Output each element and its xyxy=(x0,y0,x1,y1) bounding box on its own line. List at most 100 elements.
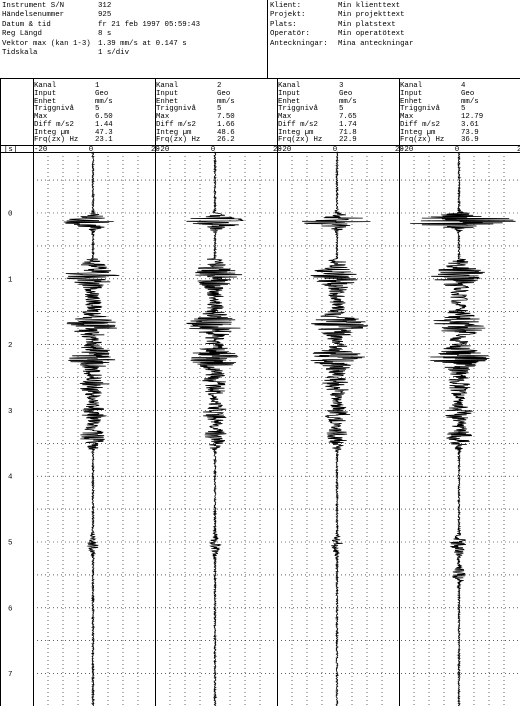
header-value: fr 21 feb 1997 05:59:43 xyxy=(98,20,201,29)
time-tick-label: 3 xyxy=(8,408,12,416)
channel-info-label: Integ µm xyxy=(156,128,192,137)
channel-info-value: 71.8 xyxy=(339,128,357,137)
channel-info-value: 5 xyxy=(339,105,344,114)
channel-info-label: Input xyxy=(400,89,423,98)
channel-info-value: Geo xyxy=(217,89,231,98)
amplitude-tick-label: 20 xyxy=(151,146,160,154)
amplitude-tick-label: 0 xyxy=(211,146,215,154)
channel-info-label: Kanal xyxy=(278,82,301,90)
channel-info-value: 1.44 xyxy=(95,120,113,129)
channel-info-label: Max xyxy=(156,113,170,121)
header-value: 1.39 mm/s at 0.147 s xyxy=(98,39,187,48)
channel-info-value: 2 xyxy=(217,82,222,90)
channel-info-value: 6.50 xyxy=(95,113,113,121)
header-value: 1 s/div xyxy=(98,49,130,57)
header-label: Datum & tid xyxy=(2,20,51,29)
waveform-channel-3 xyxy=(302,151,371,706)
channel-info-value: 3.61 xyxy=(461,120,479,129)
channel-info-label: Enhet xyxy=(156,97,179,106)
channel-info-value: 5 xyxy=(217,105,222,114)
channel-info-label: Diff m/s2 xyxy=(400,120,440,129)
channel-info-value: 7.50 xyxy=(217,113,235,121)
header-label: Vektor max (kan 1-3) xyxy=(2,39,91,48)
time-axis-unit-label: [s] xyxy=(4,146,17,154)
channel-info-value: 23.1 xyxy=(95,136,113,145)
channel-info-value: 73.9 xyxy=(461,128,479,137)
channel-info-label: Kanal xyxy=(400,82,423,90)
channel-info-label: Kanal xyxy=(34,82,57,90)
channel-info-value: 1 xyxy=(95,82,100,90)
channel-info-label: Max xyxy=(278,113,292,121)
amplitude-tick-label: -20 xyxy=(34,146,47,154)
channel-info-label: Enhet xyxy=(278,97,301,106)
channel-info-label: Max xyxy=(34,113,48,121)
time-tick-label: 6 xyxy=(8,605,12,613)
header-value: Min klienttext xyxy=(338,2,401,10)
channel-info-label: Integ µm xyxy=(278,128,314,137)
channel-info-label: Triggnivå xyxy=(400,105,440,114)
header-value: 312 xyxy=(98,2,112,10)
channel-info-value: 4 xyxy=(461,82,466,90)
header-label: Projekt: xyxy=(270,11,306,20)
channel-info-value: 36.9 xyxy=(461,136,479,145)
report-header: Instrument S/N 312 Händelsenummer 925 Datum … xyxy=(0,0,520,79)
channel-info-value: mm/s xyxy=(339,97,357,106)
amplitude-tick-label: 20 xyxy=(273,146,282,154)
amplitude-tick-label: 0 xyxy=(89,146,93,154)
header-label: Operatör: xyxy=(270,30,310,39)
time-tick-label: 4 xyxy=(8,474,13,482)
header-label: Anteckningar: xyxy=(270,39,328,48)
channel-info-label: Triggnivå xyxy=(156,105,196,114)
channel-info-label: Triggnivå xyxy=(278,105,318,114)
header-value: Min platstext xyxy=(338,20,396,29)
channel-info-label: Diff m/s2 xyxy=(34,120,74,129)
amplitude-tick-label: -20 xyxy=(400,146,413,154)
channel-info-label: Kanal xyxy=(156,82,179,90)
header-value: Min projekttext xyxy=(338,11,405,20)
channel-info-label: Input xyxy=(278,89,301,98)
channel-info-label: Input xyxy=(156,89,179,98)
channel-info-value: 5 xyxy=(95,105,100,114)
header-label: Plats: xyxy=(270,20,297,29)
header-value: 925 xyxy=(98,11,112,20)
channel-info-label: Frq(zx) Hz xyxy=(400,136,445,145)
channel-info-value: 1.66 xyxy=(217,120,235,129)
header-label: Reg Längd xyxy=(2,30,42,39)
channel-info-label: Diff m/s2 xyxy=(156,120,196,129)
amplitude-tick-label: 20 xyxy=(395,146,404,154)
amplitude-tick-label: -20 xyxy=(278,146,291,154)
channel-info-label: Enhet xyxy=(400,97,423,106)
amplitude-tick-label: 20 xyxy=(517,146,520,154)
channel-info-value: 5 xyxy=(461,105,466,114)
header-label: Klient: xyxy=(270,2,302,10)
header-value: Min operatötext xyxy=(338,30,405,39)
channel-info-value: Geo xyxy=(339,89,353,98)
channel-info-value: 12.79 xyxy=(461,113,484,121)
header-label: Tidskala xyxy=(2,49,38,57)
header-value: 8 s xyxy=(98,30,112,39)
header-label: Händelsenummer xyxy=(2,11,65,20)
waveform-channel-2 xyxy=(186,151,244,706)
channel-info-label: Integ µm xyxy=(400,128,436,137)
channel-info-value: 26.2 xyxy=(217,136,235,145)
channel-info-label: Enhet xyxy=(34,97,57,106)
channel-info-label: Max xyxy=(400,113,414,121)
channel-info-value: mm/s xyxy=(461,97,479,106)
channel-info-label: Integ µm xyxy=(34,128,70,137)
channel-info-value: 1.74 xyxy=(339,120,357,129)
time-tick-label: 5 xyxy=(8,540,12,548)
channel-info-value: Geo xyxy=(461,89,475,98)
channel-info-label: Frq(zx) Hz xyxy=(278,136,323,145)
time-tick-label: 2 xyxy=(8,342,12,350)
header-divider xyxy=(267,0,268,78)
channel-info-value: mm/s xyxy=(217,97,235,106)
channel-info-label: Diff m/s2 xyxy=(278,120,318,129)
waveform-channel-4 xyxy=(410,151,516,706)
channel-info-label: Triggnivå xyxy=(34,105,74,114)
channel-info-value: Geo xyxy=(95,89,109,98)
channel-info-value: 47.3 xyxy=(95,128,113,137)
amplitude-tick-label: 0 xyxy=(455,146,459,154)
amplitude-tick-label: -20 xyxy=(156,146,169,154)
channel-info-value: 22.9 xyxy=(339,136,357,145)
